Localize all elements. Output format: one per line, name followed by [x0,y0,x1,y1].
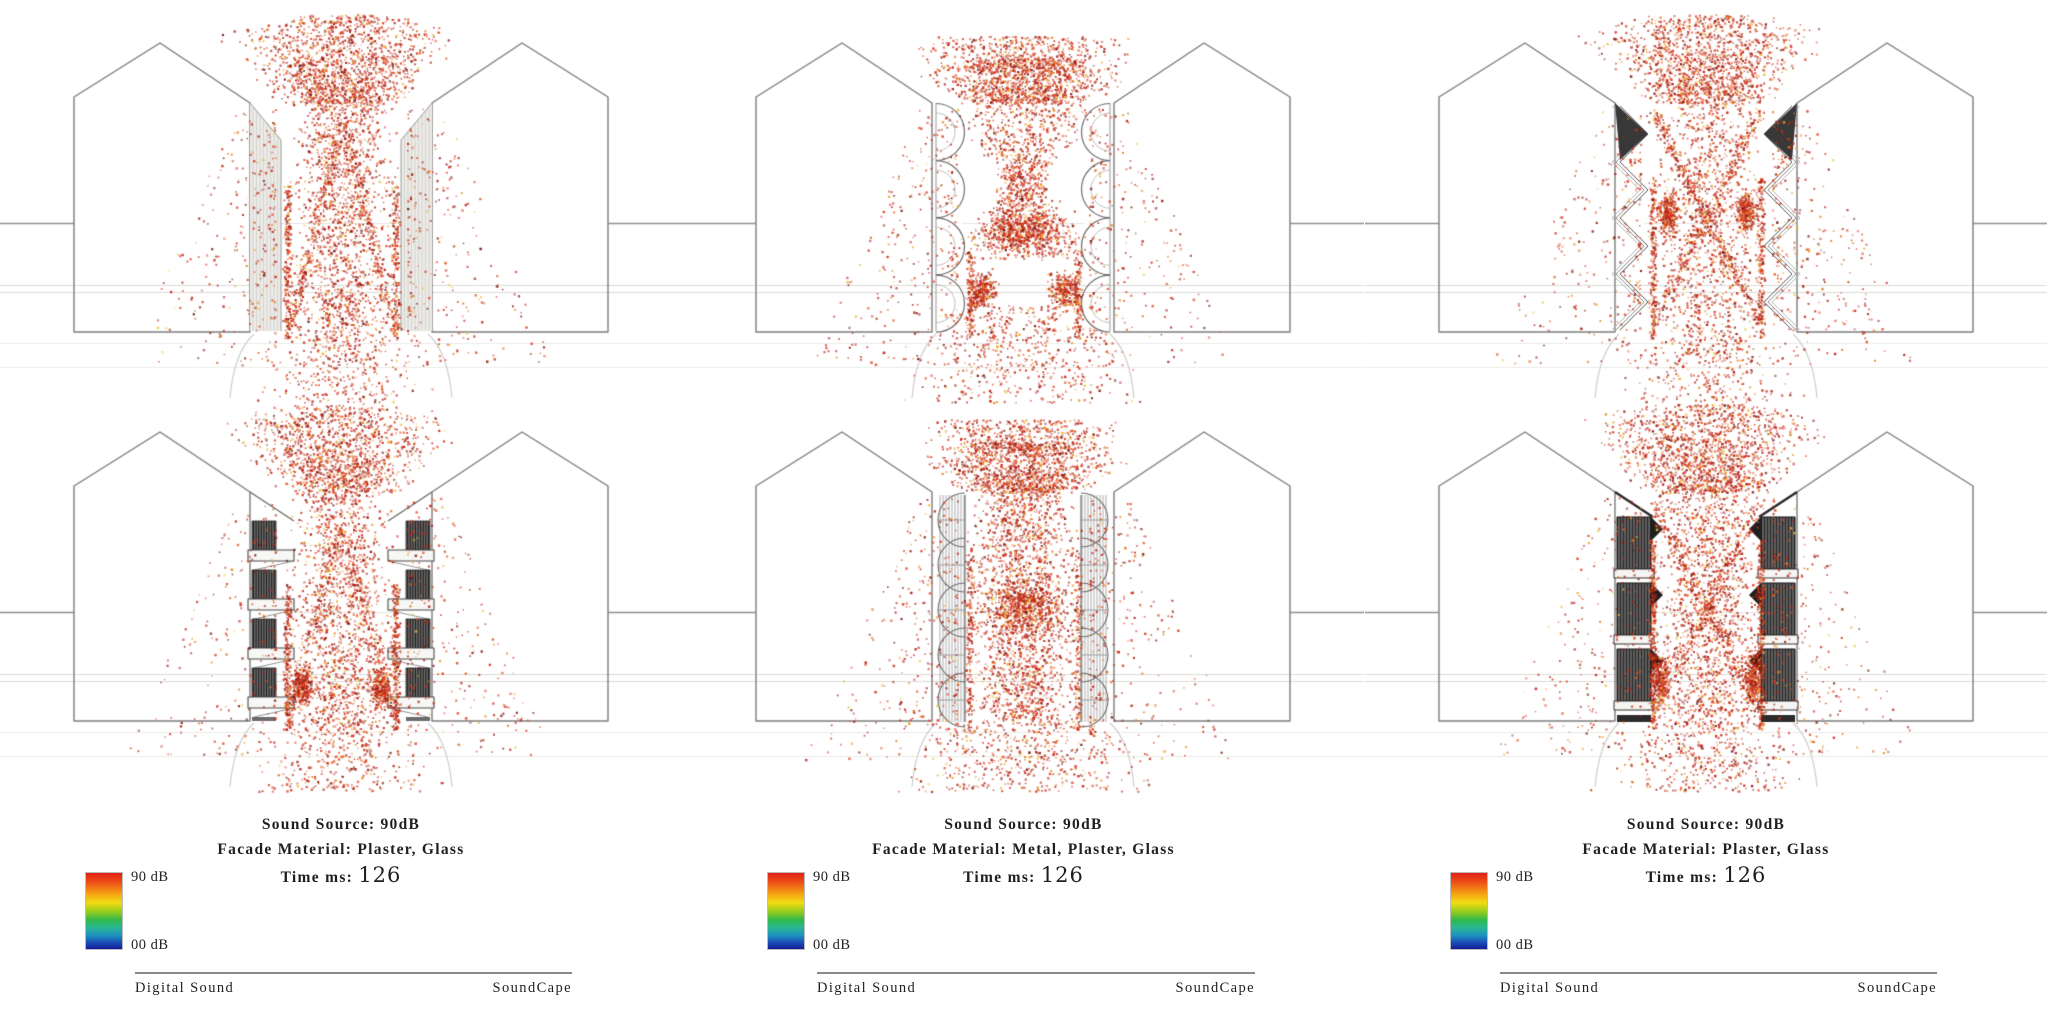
time-label: Time ms: [963,869,1036,886]
brand-row: Digital Sound SoundCape [1500,980,1937,997]
time-value: 126 [1040,863,1084,887]
db-gradient-bar [85,872,123,950]
time-value: 126 [358,863,402,887]
legend-min-label: 00 dB [131,937,169,953]
facade-material-label: Facade Material: Plaster, Glass [217,841,465,858]
sound-source-label: Sound Source: 90dB [944,816,1103,833]
brand-left: Digital Sound [1500,980,1600,996]
simulation-canvas-metal-plaster-glass [682,0,1364,800]
simulation-column-3: Sound Source: 90dB Facade Material: Plas… [1365,0,2047,1030]
caption: Sound Source: 90dB Facade Material: Meta… [712,812,1335,890]
legend-min-label: 00 dB [1496,937,1534,953]
db-gradient-bar [1450,872,1488,950]
divider-rule [135,972,572,974]
db-gradient-bar [767,872,805,950]
brand-row: Digital Sound SoundCape [135,980,572,997]
sound-source-label: Sound Source: 90dB [261,816,421,833]
simulation-column-2: Sound Source: 90dB Facade Material: Meta… [682,0,1365,1030]
facade-material-label: Facade Material: Plaster, Glass [1582,841,1830,858]
column-caption-block: Sound Source: 90dB Facade Material: Plas… [1365,800,2047,1030]
time-row: Time ms: 126 [712,863,1335,890]
legend-min-label: 00 dB [813,937,851,953]
simulation-column-1: Sound Source: 90dB Facade Material: Plas… [0,0,682,1030]
db-color-scale: 90 dB 00 dB [85,869,205,953]
column-caption-block: Sound Source: 90dB Facade Material: Meta… [682,800,1365,1030]
time-value: 126 [1723,863,1767,887]
time-label: Time ms: [280,869,354,886]
time-row: Time ms: 126 [1395,863,2017,890]
divider-rule [817,972,1255,974]
brand-left: Digital Sound [135,980,235,996]
simulation-canvas-plaster-glass [0,0,682,800]
caption: Sound Source: 90dB Facade Material: Plas… [30,812,652,890]
sound-source-label: Sound Source: 90dB [1626,816,1786,833]
legend-max-label: 90 dB [1496,869,1534,885]
brand-left: Digital Sound [817,980,917,996]
facade-material-label: Facade Material: Metal, Plaster, Glass [872,841,1175,858]
db-color-scale: 90 dB 00 dB [1450,869,1570,953]
divider-rule [1500,972,1937,974]
simulation-canvas-plaster-glass-louver [1365,0,2047,800]
db-color-scale: 90 dB 00 dB [767,869,887,953]
brand-row: Digital Sound SoundCape [817,980,1255,997]
column-caption-block: Sound Source: 90dB Facade Material: Plas… [0,800,682,1030]
time-label: Time ms: [1645,869,1719,886]
brand-right: SoundCape [1857,980,1937,996]
time-row: Time ms: 126 [30,863,652,890]
legend-max-label: 90 dB [813,869,851,885]
legend-max-label: 90 dB [131,869,169,885]
brand-right: SoundCape [1175,980,1255,996]
brand-right: SoundCape [492,980,572,996]
caption: Sound Source: 90dB Facade Material: Plas… [1395,812,2017,890]
